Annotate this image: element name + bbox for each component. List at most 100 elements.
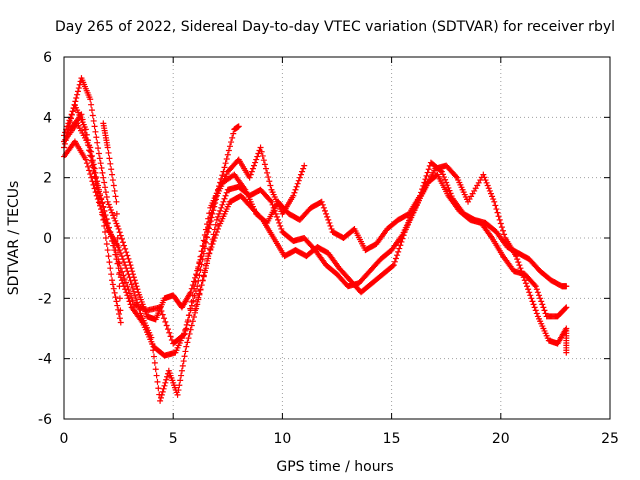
data-point <box>206 225 213 232</box>
data-point <box>495 213 502 220</box>
data-point <box>532 307 539 314</box>
data-point <box>209 236 216 243</box>
data-point <box>97 200 104 207</box>
data-point <box>155 385 162 392</box>
data-point <box>115 225 122 232</box>
data-point <box>89 112 96 119</box>
data-point <box>106 204 113 211</box>
data-point <box>198 248 205 255</box>
data-point <box>109 177 116 184</box>
data-point <box>209 210 216 217</box>
data-point <box>211 226 218 233</box>
data-point <box>140 305 147 312</box>
data-point <box>88 174 95 181</box>
data-point <box>129 285 136 292</box>
data-point <box>99 169 106 176</box>
data-point <box>116 283 123 290</box>
data-point <box>127 277 134 284</box>
data-point <box>527 292 534 299</box>
data-point <box>491 198 498 205</box>
data-point <box>175 387 182 394</box>
data-point <box>196 290 203 297</box>
data-point <box>525 286 532 293</box>
data-point <box>199 277 206 284</box>
data-point <box>490 196 497 203</box>
data-point <box>189 318 196 325</box>
data-point <box>324 213 331 220</box>
data-point <box>202 265 209 272</box>
data-point <box>115 265 122 272</box>
data-point <box>563 304 570 311</box>
data-point <box>122 262 129 269</box>
data-point <box>205 215 212 222</box>
axis-ticks <box>63 56 611 420</box>
data-point <box>423 172 430 179</box>
data-point <box>197 286 204 293</box>
data-point <box>110 182 117 189</box>
data-point <box>217 207 224 214</box>
data-point <box>162 379 169 386</box>
data-point <box>99 211 106 218</box>
data-point <box>101 222 108 229</box>
data-point <box>328 225 335 232</box>
data-point <box>88 107 95 114</box>
data-point <box>223 155 230 162</box>
data-point <box>265 174 272 181</box>
data-point <box>177 377 184 384</box>
data-point <box>528 295 535 302</box>
data-point <box>501 231 508 238</box>
data-point <box>130 288 137 295</box>
data-point <box>158 308 165 315</box>
data-point <box>161 315 168 322</box>
data-point <box>206 210 213 217</box>
data-point <box>100 120 107 127</box>
data-point <box>202 226 209 233</box>
data-point <box>107 160 114 167</box>
data-point <box>83 160 90 167</box>
data-point <box>499 227 506 234</box>
data-point <box>184 339 191 346</box>
data-point <box>93 134 100 141</box>
data-point <box>326 219 333 226</box>
data-point <box>110 285 117 292</box>
data-point <box>80 121 87 128</box>
data-point <box>108 271 115 278</box>
data-point <box>261 161 268 168</box>
data-point <box>113 298 120 305</box>
data-point <box>290 192 297 199</box>
data-point <box>119 256 126 263</box>
data-point <box>193 271 200 278</box>
data-point <box>95 145 102 152</box>
data-point <box>531 282 538 289</box>
data-point <box>154 378 161 385</box>
data-point <box>75 85 82 92</box>
data-point <box>114 222 121 229</box>
data-point <box>494 209 501 216</box>
data-point <box>131 277 138 284</box>
data-point <box>221 195 228 202</box>
y-tick-label: 0 <box>43 231 52 247</box>
data-point <box>258 215 265 222</box>
data-point <box>166 329 173 336</box>
data-point <box>392 255 399 262</box>
data-point <box>296 174 303 181</box>
x-tick-label: 0 <box>60 431 69 447</box>
data-point <box>205 255 212 262</box>
data-point <box>118 277 125 284</box>
data-point <box>299 168 306 175</box>
data-point <box>187 289 194 296</box>
data-point <box>126 274 133 281</box>
data-point <box>62 129 69 136</box>
x-tick-label: 15 <box>383 431 401 447</box>
y-tick-label: -4 <box>38 352 52 368</box>
data-point <box>178 367 185 374</box>
data-point <box>222 192 229 199</box>
data-point <box>253 156 260 163</box>
data-point <box>246 174 253 181</box>
data-point <box>199 242 206 249</box>
data-point <box>277 222 284 229</box>
data-point <box>88 101 95 108</box>
data-point <box>117 274 124 281</box>
data-point <box>111 215 118 222</box>
data-point <box>484 182 491 189</box>
